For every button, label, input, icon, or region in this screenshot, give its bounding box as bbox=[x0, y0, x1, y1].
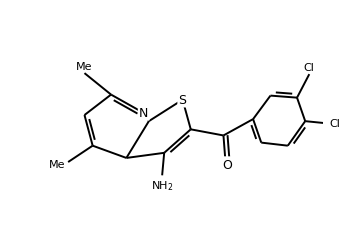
Text: Me: Me bbox=[49, 159, 65, 169]
Text: NH$_2$: NH$_2$ bbox=[151, 179, 173, 192]
Text: Me: Me bbox=[76, 62, 93, 72]
Text: S: S bbox=[178, 94, 187, 107]
Text: Cl: Cl bbox=[330, 119, 340, 129]
Text: Cl: Cl bbox=[304, 63, 315, 73]
Text: O: O bbox=[223, 158, 233, 171]
Text: N: N bbox=[139, 107, 149, 120]
